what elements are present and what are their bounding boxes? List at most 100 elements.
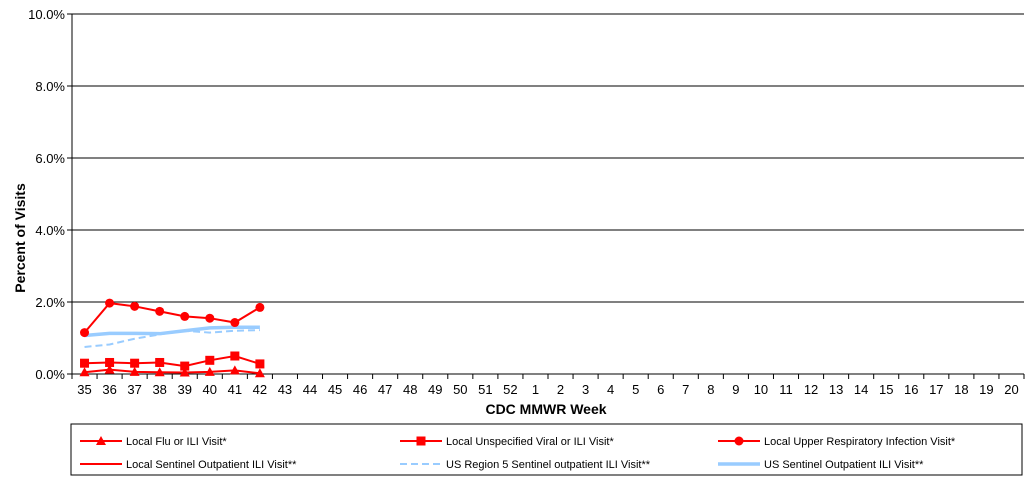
x-tick-label: 40	[203, 382, 217, 397]
x-tick-labels: 35 36 37 38 39 40 41 42 43 44 45 46 47 48 49 50 51 52 1 2 3 4…	[77, 382, 1018, 397]
triangle-marker	[96, 436, 106, 445]
triangle-marker	[104, 364, 115, 374]
square-marker	[255, 359, 265, 369]
y-tick-label: 10.0%	[28, 7, 65, 22]
x-tick-label: 19	[979, 382, 993, 397]
triangle-marker	[154, 367, 165, 377]
square-marker	[180, 361, 190, 371]
x-tick-label: 12	[804, 382, 818, 397]
circle-marker	[180, 311, 190, 321]
legend-item: Local Flu or ILI Visit*	[80, 436, 227, 448]
circle-marker	[105, 298, 115, 308]
legend-label: Local Upper Respiratory Infection Visit*	[764, 436, 956, 448]
x-tick-label: 45	[328, 382, 342, 397]
triangle-marker	[204, 366, 215, 376]
square-marker	[80, 358, 90, 368]
circle-marker	[255, 302, 265, 312]
y-tick-labels: 0.0% 2.0% 4.0% 6.0% 8.0% 10.0%	[28, 7, 65, 382]
x-tick-label: 37	[127, 382, 141, 397]
x-tick-label: 51	[478, 382, 492, 397]
x-tick-label: 50	[453, 382, 467, 397]
x-tick-label: 49	[428, 382, 442, 397]
x-tick-label: 15	[879, 382, 893, 397]
series-line	[84, 329, 260, 348]
axes	[71, 14, 1025, 379]
x-tick-label: 39	[178, 382, 192, 397]
triangle-marker	[179, 367, 190, 377]
legend-box	[70, 423, 1023, 476]
x-tick-label: 47	[378, 382, 392, 397]
x-tick-label: 46	[353, 382, 367, 397]
legend-label: Local Unspecified Viral or ILI Visit*	[446, 436, 614, 448]
x-tick-label: 18	[954, 382, 968, 397]
circle-marker	[130, 301, 140, 311]
square-marker	[130, 358, 140, 368]
x-tick-label: 7	[682, 382, 689, 397]
legend-item: Local Sentinel Outpatient ILI Visit**	[80, 459, 297, 471]
x-axis-title: CDC MMWR Week	[485, 401, 606, 417]
x-tick-label: 1	[532, 382, 539, 397]
legend-item: Local Unspecified Viral or ILI Visit*	[400, 436, 614, 448]
series-layer	[79, 298, 265, 378]
series-1	[80, 351, 265, 371]
legend-item: US Region 5 Sentinel outpatient ILI Visi…	[400, 459, 651, 471]
x-tick-label: 14	[854, 382, 868, 397]
x-tick-label: 2	[557, 382, 564, 397]
gridlines	[67, 13, 1024, 375]
x-tick-label: 52	[503, 382, 517, 397]
y-tick-label: 0.0%	[35, 367, 65, 382]
series-5	[84, 325, 260, 338]
series-line	[84, 368, 261, 375]
square-marker	[230, 351, 240, 361]
y-tick-label: 4.0%	[35, 223, 65, 238]
x-tick-label: 8	[707, 382, 714, 397]
x-tick-label: 44	[303, 382, 317, 397]
x-tick-label: 17	[929, 382, 943, 397]
circle-marker	[734, 436, 744, 446]
x-tick-label: 10	[754, 382, 768, 397]
circle-marker	[230, 318, 240, 328]
series-line	[84, 325, 260, 338]
x-tick-label: 5	[632, 382, 639, 397]
x-tick-label: 41	[228, 382, 242, 397]
legend-item: Local Upper Respiratory Infection Visit*	[718, 436, 956, 448]
x-tick-label: 6	[657, 382, 664, 397]
x-tick-label: 20	[1004, 382, 1018, 397]
legend: Local Flu or ILI Visit* Local Unspecified…	[70, 423, 1023, 476]
circle-marker	[205, 313, 215, 323]
x-tick-label: 35	[77, 382, 91, 397]
y-tick-label: 2.0%	[35, 295, 65, 310]
square-marker	[105, 357, 115, 367]
legend-label: US Sentinel Outpatient ILI Visit**	[764, 459, 924, 471]
x-tick-label: 13	[829, 382, 843, 397]
x-tick-label: 9	[732, 382, 739, 397]
square-marker	[205, 355, 215, 365]
x-tick-label: 38	[152, 382, 166, 397]
series-0	[79, 364, 265, 378]
circle-marker	[80, 328, 90, 338]
x-tick-label: 11	[779, 382, 793, 397]
series-4	[84, 329, 260, 348]
legend-item: US Sentinel Outpatient ILI Visit**	[718, 459, 924, 471]
y-tick-label: 8.0%	[35, 79, 65, 94]
y-tick-label: 6.0%	[35, 151, 65, 166]
x-tick-label: 42	[253, 382, 267, 397]
square-marker	[155, 357, 165, 367]
x-tick-label: 4	[607, 382, 614, 397]
legend-label: Local Flu or ILI Visit*	[126, 436, 227, 448]
y-axis-title: Percent of Visits	[12, 183, 28, 293]
triangle-marker	[129, 366, 140, 376]
triangle-marker	[254, 368, 265, 378]
x-tick-label: 3	[582, 382, 589, 397]
legend-label: Local Sentinel Outpatient ILI Visit**	[126, 459, 297, 471]
triangle-marker	[79, 367, 90, 377]
x-tick-label: 36	[102, 382, 116, 397]
square-marker	[416, 436, 426, 446]
legend-label: US Region 5 Sentinel outpatient ILI Visi…	[446, 459, 651, 471]
series-2	[80, 298, 265, 338]
x-tick-label: 48	[403, 382, 417, 397]
triangle-marker	[229, 365, 240, 375]
circle-marker	[155, 306, 165, 316]
x-tick-label: 43	[278, 382, 292, 397]
